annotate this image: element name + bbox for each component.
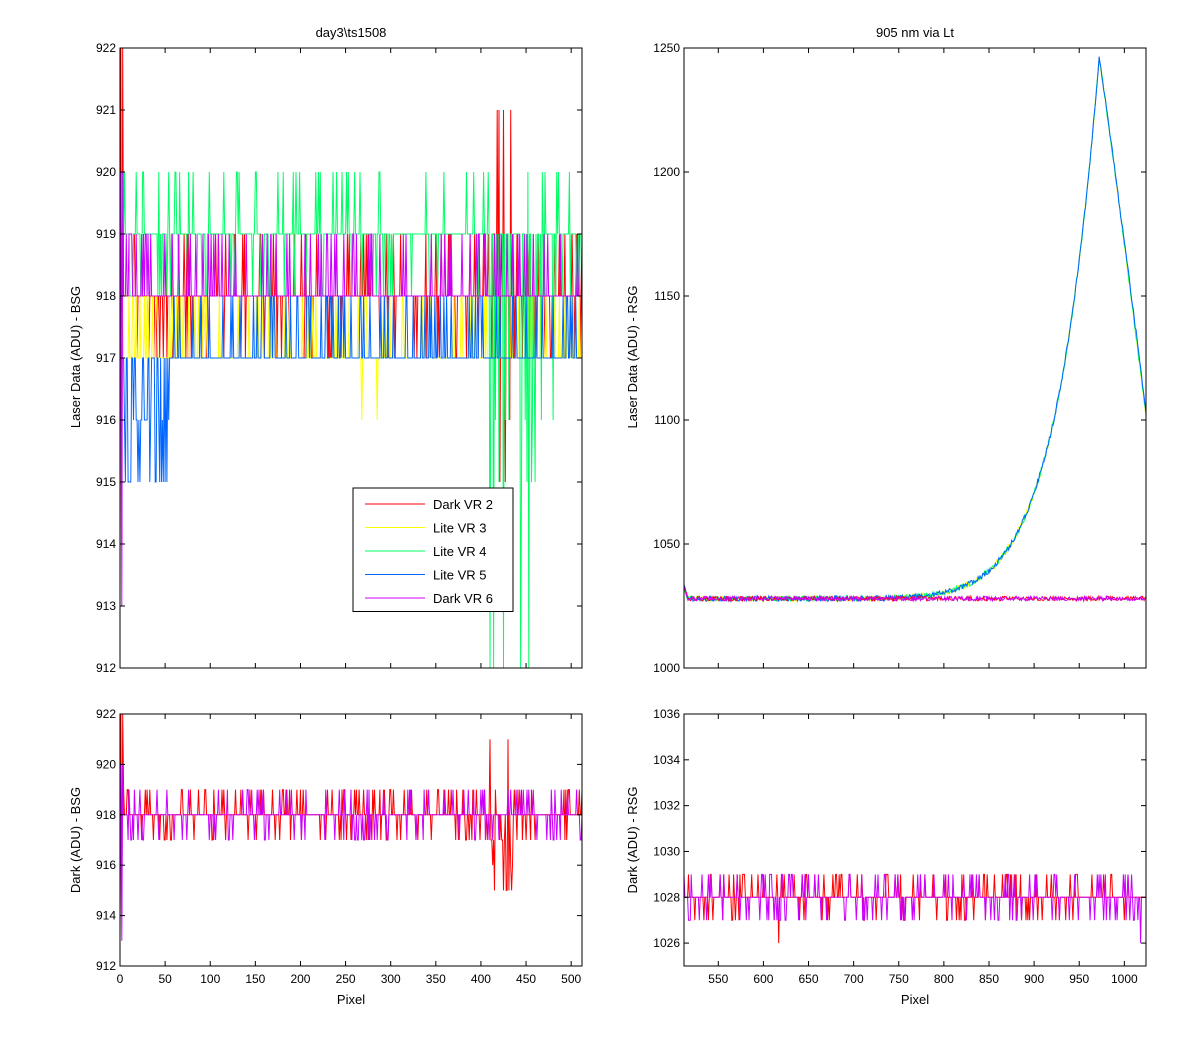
axes-box	[683, 713, 1147, 967]
series-line-dark-vr-6	[684, 586, 1146, 603]
x-tick-label: 250	[336, 972, 356, 986]
y-tick-label: 913	[96, 599, 116, 613]
legend-entry: Dark VR 2	[433, 497, 493, 512]
x-tick-label: 100	[200, 972, 220, 986]
y-tick-label: 1030	[653, 844, 680, 858]
bsg-laser-ylabel: Laser Data (ADU) - BSG	[68, 286, 83, 428]
y-tick-label: 922	[96, 707, 116, 721]
legend-entry: Dark VR 6	[433, 591, 493, 606]
bsg-dark-panel: 912 914 916 918 920 922 0 50 100 150 200 250 300 350 4…	[68, 707, 583, 1007]
bsg-dark-xlabel: Pixel	[337, 992, 365, 1007]
rsg-laser-plot-area	[684, 56, 1146, 604]
bsg-dark-plot-area	[120, 714, 582, 941]
bsg-dark-ylabel: Dark (ADU) - BSG	[68, 787, 83, 893]
legend: Dark VR 2 Lite VR 3 Lite VR 4 Lite VR 5 Dark…	[352, 487, 514, 612]
axes-box	[119, 713, 583, 967]
axes-box	[683, 47, 1147, 669]
series-line-dark-vr-6	[120, 171, 582, 607]
y-tick-label: 914	[96, 537, 116, 551]
series-line-dark-vr-6	[684, 873, 1146, 944]
y-tick-label: 915	[96, 475, 116, 489]
x-tick-label: 50	[158, 972, 172, 986]
x-tick-label: 150	[245, 972, 265, 986]
x-tick-label: 900	[1024, 972, 1044, 986]
y-tick-label: 1250	[653, 41, 680, 55]
x-tick-label: 400	[471, 972, 491, 986]
x-tick-label: 200	[290, 972, 310, 986]
y-tick-label: 917	[96, 351, 116, 365]
rsg-dark-panel: 1026 1028 1030 1032 1034 1036 550 600 650 700 750 8…	[625, 707, 1147, 1007]
y-tick-label: 920	[96, 757, 116, 771]
x-tick-label: 350	[426, 972, 446, 986]
y-tick-label: 1050	[653, 537, 680, 551]
rsg-dark-xlabel: Pixel	[901, 992, 929, 1007]
bsg-laser-panel: day3\ts1508 9129139149159169179189199209…	[68, 25, 583, 675]
rsg-laser-panel: 905 nm via Lt 1000 1050 1100 1150 1200 1250 L…	[625, 25, 1147, 675]
y-tick-label: 919	[96, 227, 116, 241]
y-tick-label: 1028	[653, 890, 680, 904]
x-tick-label: 450	[516, 972, 536, 986]
legend-entry: Lite VR 5	[433, 568, 486, 583]
y-tick-label: 1026	[653, 936, 680, 950]
x-tick-label: 650	[799, 972, 819, 986]
rsg-laser-title: 905 nm via Lt	[876, 25, 954, 40]
legend-box	[352, 487, 514, 612]
x-tick-label: 300	[381, 972, 401, 986]
y-tick-label: 916	[96, 858, 116, 872]
rsg-dark-plot-area	[684, 873, 1146, 944]
legend-entry: Lite VR 3	[433, 521, 486, 536]
y-tick-label: 914	[96, 909, 116, 923]
x-tick-label: 500	[561, 972, 581, 986]
rsg-dark-axes: 1026 1028 1030 1032 1034 1036 550 600 650 700 750 8…	[653, 707, 1147, 986]
y-tick-label: 921	[96, 103, 116, 117]
rsg-laser-axes: 1000 1050 1100 1150 1200 1250	[653, 41, 1147, 675]
x-tick-label: 550	[708, 972, 728, 986]
x-tick-label: 850	[979, 972, 999, 986]
y-tick-label: 1000	[653, 661, 680, 675]
y-tick-label: 1100	[654, 413, 680, 427]
rsg-laser-ylabel: Laser Data (ADU) - RSG	[625, 285, 640, 428]
y-tick-label: 916	[96, 413, 116, 427]
y-tick-label: 918	[96, 289, 116, 303]
x-tick-label: 950	[1069, 972, 1089, 986]
y-tick-label: 922	[96, 41, 116, 55]
x-tick-label: 600	[753, 972, 773, 986]
y-tick-label: 1150	[654, 289, 680, 303]
x-tick-label: 1000	[1111, 972, 1138, 986]
y-tick-label: 1036	[653, 707, 680, 721]
y-tick-label: 920	[96, 165, 116, 179]
legend-entry: Lite VR 4	[433, 544, 486, 559]
x-tick-label: 700	[844, 972, 864, 986]
x-tick-label: 750	[889, 972, 909, 986]
series-line-dark-vr-6	[120, 764, 582, 941]
series-line-dark-vr-2	[684, 588, 1146, 603]
bsg-laser-title: day3\ts1508	[316, 25, 387, 40]
y-tick-label: 912	[96, 661, 116, 675]
bsg-dark-axes: 912 914 916 918 920 922 0 50 100 150 200 250 300 350 4…	[96, 707, 583, 986]
rsg-dark-ylabel: Dark (ADU) - RSG	[625, 787, 640, 894]
y-tick-label: 1200	[653, 165, 680, 179]
y-tick-label: 1034	[653, 753, 680, 767]
x-tick-label: 800	[934, 972, 954, 986]
bsg-laser-axes: 912 913 914 915 916 917 918 919 920 921 922	[96, 41, 583, 675]
bsg-laser-plot-area	[120, 48, 582, 668]
y-tick-label: 1032	[653, 799, 680, 813]
y-tick-label: 912	[96, 959, 116, 973]
y-tick-label: 918	[96, 808, 116, 822]
x-tick-label: 0	[117, 972, 124, 986]
